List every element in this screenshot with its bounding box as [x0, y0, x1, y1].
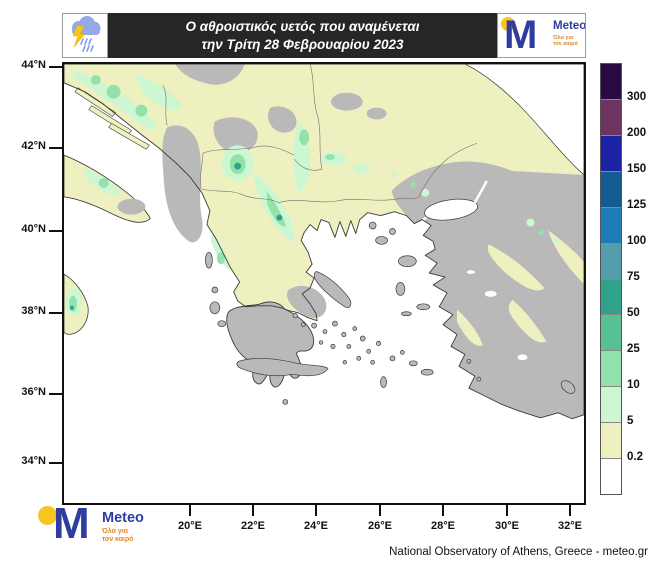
- sea-of-marmara: [424, 198, 478, 221]
- lat-tick-label: 36°N: [21, 386, 46, 398]
- coastline: [64, 64, 584, 420]
- lat-tick: [49, 66, 62, 68]
- lon-tick: [569, 505, 571, 516]
- colorbar-boundary-label: 125: [627, 199, 647, 211]
- lat-tick: [49, 462, 62, 464]
- dalmatian-islands: [74, 87, 150, 150]
- map-title: Ο αθροιστικός υετός που αναμένεται την Τ…: [108, 13, 497, 58]
- storm-rain-lightning-icon: [65, 13, 105, 58]
- colorbar-cell: [601, 314, 621, 351]
- colorbar-boundary-label: 50: [627, 307, 640, 319]
- colorbar: [600, 63, 622, 495]
- colorbar-cell: [601, 422, 621, 459]
- colorbar-boundary-label: 150: [627, 163, 647, 175]
- turkey-light-precip-streaks: [456, 230, 584, 361]
- colorbar-boundary-label: 25: [627, 343, 640, 355]
- dry-patches: [162, 64, 387, 318]
- lon-tick: [315, 505, 317, 516]
- colorbar-boundary-label: 100: [627, 235, 647, 247]
- map-svg: [64, 64, 584, 503]
- lon-tick-label: 22°E: [241, 520, 265, 532]
- lon-tick: [379, 505, 381, 516]
- colorbar-cell: [601, 170, 621, 207]
- logo-tagline: Όλα για τον καιρό: [102, 528, 134, 544]
- logo-m-icon: M: [53, 499, 90, 548]
- lat-tick: [49, 393, 62, 395]
- meteo-logo-bottom: M Meteo Όλα για τον καιρό: [36, 499, 186, 552]
- lat-tick: [49, 230, 62, 232]
- lon-tick-label: 32°E: [558, 520, 582, 532]
- colorbar-boundary-label: 75: [627, 271, 640, 283]
- lon-tick-label: 24°E: [304, 520, 328, 532]
- lon-tick: [189, 505, 191, 516]
- lat-tick-label: 42°N: [21, 140, 46, 152]
- credit-text: National Observatory of Athens, Greece -…: [389, 546, 648, 558]
- colorbar-boundary-label: 10: [627, 379, 640, 391]
- map-title-line1: Ο αθροιστικός υετός που αναμένεται: [185, 18, 420, 34]
- turkey-dry-area: [391, 161, 584, 419]
- colorbar-cell: [601, 350, 621, 387]
- colorbar-cell: [601, 386, 621, 423]
- lat-tick-label: 38°N: [21, 305, 46, 317]
- lon-tick: [506, 505, 508, 516]
- lon-tick: [442, 505, 444, 516]
- dardanelles-strait: [408, 216, 427, 236]
- lon-tick-label: 30°E: [495, 520, 519, 532]
- colorbar-cell: [601, 98, 621, 135]
- lat-tick-label: 40°N: [21, 223, 46, 235]
- colorbar-boundary-label: 0.2: [627, 451, 643, 463]
- colorbar-boundary-label: 5: [627, 415, 634, 427]
- lat-tick-label: 34°N: [21, 455, 46, 467]
- country-borders: [162, 64, 477, 204]
- logo-yellow-dot-icon: [501, 17, 515, 31]
- italy-coast: [64, 154, 151, 335]
- black-sea: [464, 64, 584, 175]
- bosporus-strait: [473, 180, 488, 204]
- colorbar-cell: [601, 206, 621, 243]
- logo-yellow-dot-icon: [38, 506, 57, 525]
- logo-name: Meteo: [102, 510, 144, 526]
- black-sea-coastline: [464, 64, 584, 176]
- aegean-islands: [205, 221, 576, 405]
- colorbar-boundary-label: 200: [627, 127, 647, 139]
- meteo-logo-top: M Meteo Όλα για τον καιρό: [497, 13, 586, 58]
- colorbar-cell: [601, 242, 621, 279]
- precip-patches: [71, 69, 559, 271]
- colorbar-cell: [601, 64, 621, 99]
- lon-tick-label: 28°E: [431, 520, 455, 532]
- lon-tick: [252, 505, 254, 516]
- logo-tagline: Όλα για τον καιρό: [553, 35, 578, 48]
- colorbar-boundary-label: 300: [627, 91, 647, 103]
- lat-tick-label: 44°N: [21, 59, 46, 71]
- logo-m-icon: M: [504, 13, 538, 57]
- lon-tick-label: 26°E: [368, 520, 392, 532]
- colorbar-cell: [601, 278, 621, 315]
- weather-icon-box: [62, 13, 108, 58]
- logo-name: Meteo: [553, 20, 586, 32]
- lon-tick-label: 20°E: [178, 520, 202, 532]
- map-title-line2: την Τρίτη 28 Φεβρουαρίου 2023: [201, 36, 404, 52]
- lat-tick: [49, 147, 62, 149]
- colorbar-cell: [601, 458, 621, 495]
- lat-tick: [49, 312, 62, 314]
- precipitation-map: [62, 62, 586, 505]
- colorbar-cell: [601, 134, 621, 171]
